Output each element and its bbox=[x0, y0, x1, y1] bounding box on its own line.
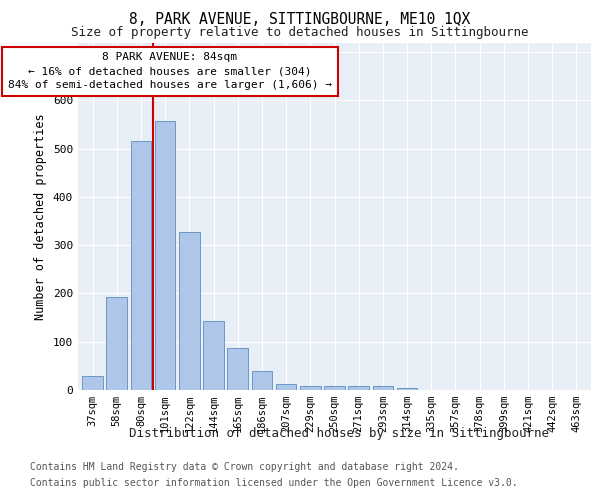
Bar bbox=[131, 142, 151, 390]
Bar bbox=[300, 386, 320, 390]
Bar bbox=[203, 322, 224, 390]
Bar bbox=[227, 348, 248, 390]
Bar bbox=[106, 298, 127, 390]
Bar bbox=[397, 388, 418, 390]
Bar bbox=[155, 121, 175, 390]
Text: Distribution of detached houses by size in Sittingbourne: Distribution of detached houses by size … bbox=[129, 428, 549, 440]
Bar bbox=[179, 232, 200, 390]
Bar bbox=[373, 386, 393, 390]
Y-axis label: Number of detached properties: Number of detached properties bbox=[34, 113, 47, 320]
Bar bbox=[82, 376, 103, 390]
Text: 8, PARK AVENUE, SITTINGBOURNE, ME10 1QX: 8, PARK AVENUE, SITTINGBOURNE, ME10 1QX bbox=[130, 12, 470, 28]
Text: Contains HM Land Registry data © Crown copyright and database right 2024.: Contains HM Land Registry data © Crown c… bbox=[30, 462, 459, 472]
Text: Contains public sector information licensed under the Open Government Licence v3: Contains public sector information licen… bbox=[30, 478, 518, 488]
Bar bbox=[276, 384, 296, 390]
Bar bbox=[349, 386, 369, 390]
Bar bbox=[324, 386, 345, 390]
Text: Size of property relative to detached houses in Sittingbourne: Size of property relative to detached ho… bbox=[71, 26, 529, 39]
Text: 8 PARK AVENUE: 84sqm
← 16% of detached houses are smaller (304)
84% of semi-deta: 8 PARK AVENUE: 84sqm ← 16% of detached h… bbox=[8, 52, 332, 90]
Bar bbox=[251, 370, 272, 390]
